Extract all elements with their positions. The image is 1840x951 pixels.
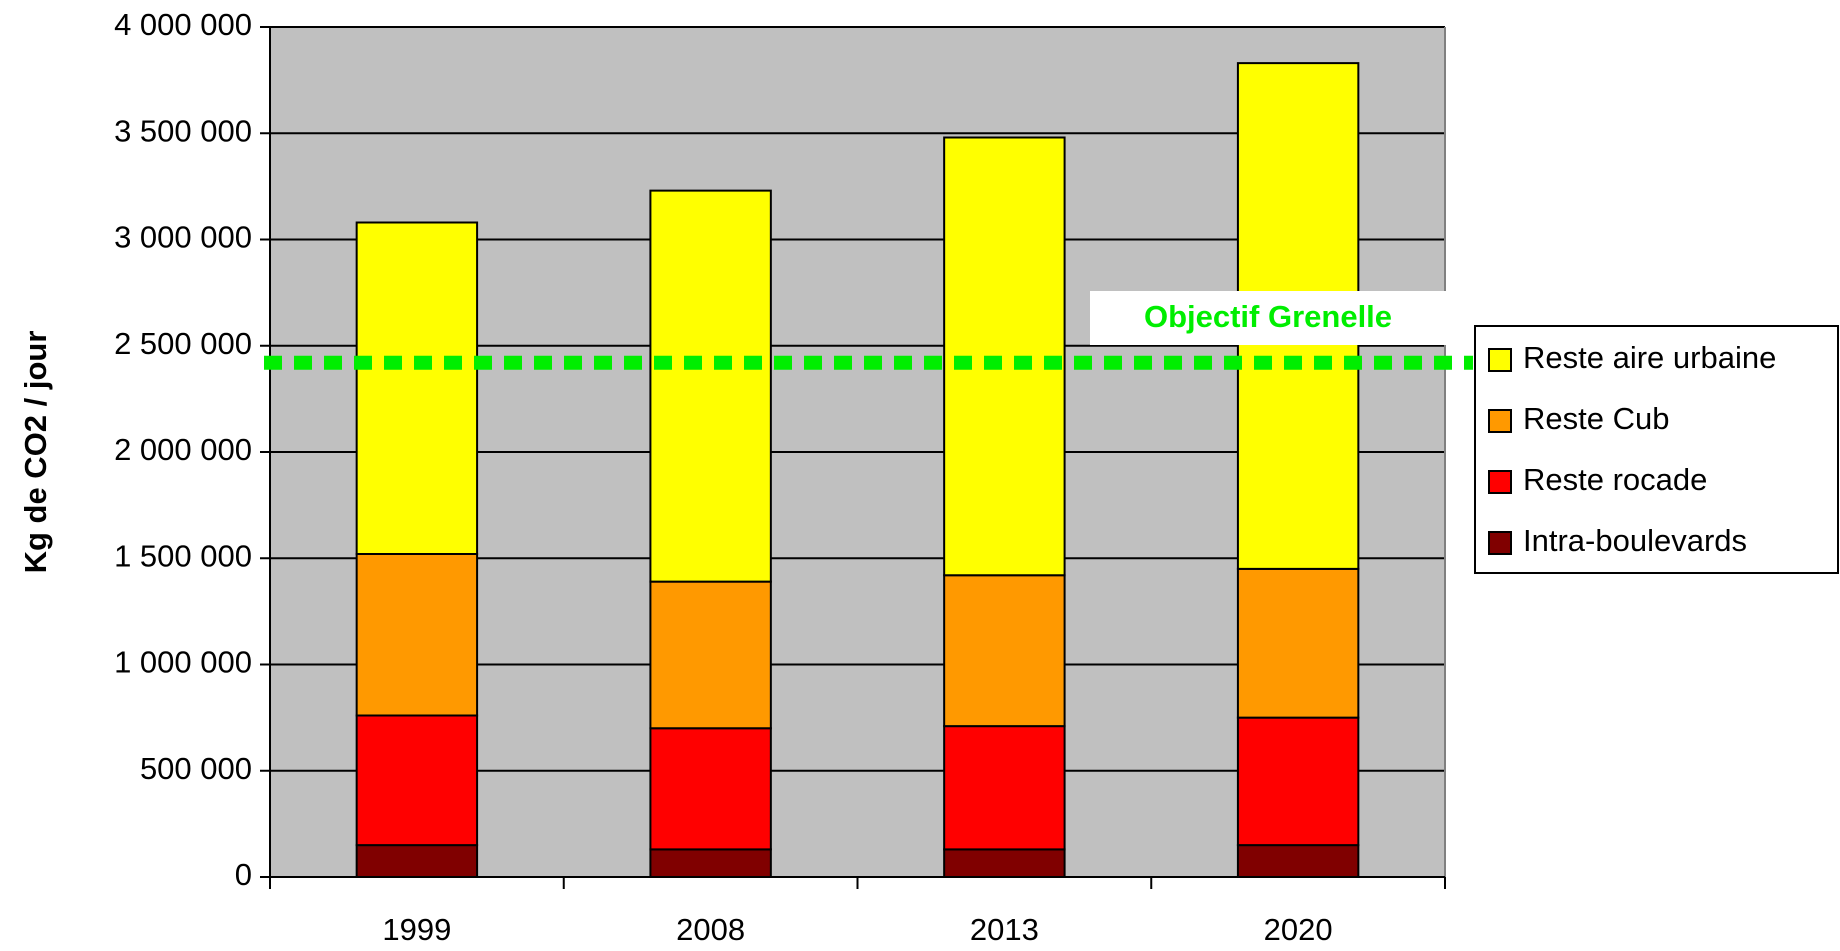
bar-segment — [1236, 844, 1360, 878]
y-tick-label: 0 — [235, 857, 252, 892]
x-tick-label: 2020 — [1264, 912, 1333, 947]
bar-segment — [943, 574, 1066, 728]
legend-swatch — [1488, 409, 1512, 433]
y-tick-label: 3 500 000 — [114, 113, 252, 148]
bar-segment — [649, 580, 772, 730]
y-tick-label: 500 000 — [140, 751, 252, 786]
y-tick-label: 1 000 000 — [114, 645, 252, 680]
bar-segment — [1236, 716, 1360, 847]
x-tick-label: 2013 — [970, 912, 1039, 947]
bar-segment — [355, 714, 479, 847]
legend-swatch — [1488, 531, 1512, 555]
target-label: Objectif Grenelle — [1144, 299, 1392, 334]
y-tick-label: 4 000 000 — [114, 7, 252, 42]
target-label-box — [1090, 291, 1446, 345]
bar-segment — [649, 848, 772, 878]
x-tick-label: 1999 — [382, 912, 451, 947]
bar-segment — [649, 189, 772, 583]
bar-segment — [355, 844, 479, 878]
bar-segment — [355, 553, 479, 717]
legend-label: Reste aire urbaine — [1523, 340, 1776, 375]
bar-segment — [943, 848, 1066, 878]
legend-swatch — [1488, 470, 1512, 494]
legend-label: Intra-boulevards — [1523, 523, 1747, 558]
legend-swatch — [1488, 348, 1512, 372]
legend-label: Reste Cub — [1523, 401, 1669, 436]
y-tick-label: 2 500 000 — [114, 326, 252, 361]
y-tick-label: 2 000 000 — [114, 432, 252, 467]
y-axis-title: Kg de CO2 / jour — [18, 331, 53, 574]
legend-label: Reste rocade — [1523, 462, 1707, 497]
legend-box — [1474, 325, 1839, 574]
x-tick-label: 2008 — [676, 912, 745, 947]
bar-segment — [1236, 567, 1360, 719]
y-tick-label: 3 000 000 — [114, 220, 252, 255]
bar-segment — [649, 727, 772, 851]
bar-segment — [943, 725, 1066, 851]
y-tick-label: 1 500 000 — [114, 538, 252, 573]
bar-segment — [355, 221, 479, 555]
